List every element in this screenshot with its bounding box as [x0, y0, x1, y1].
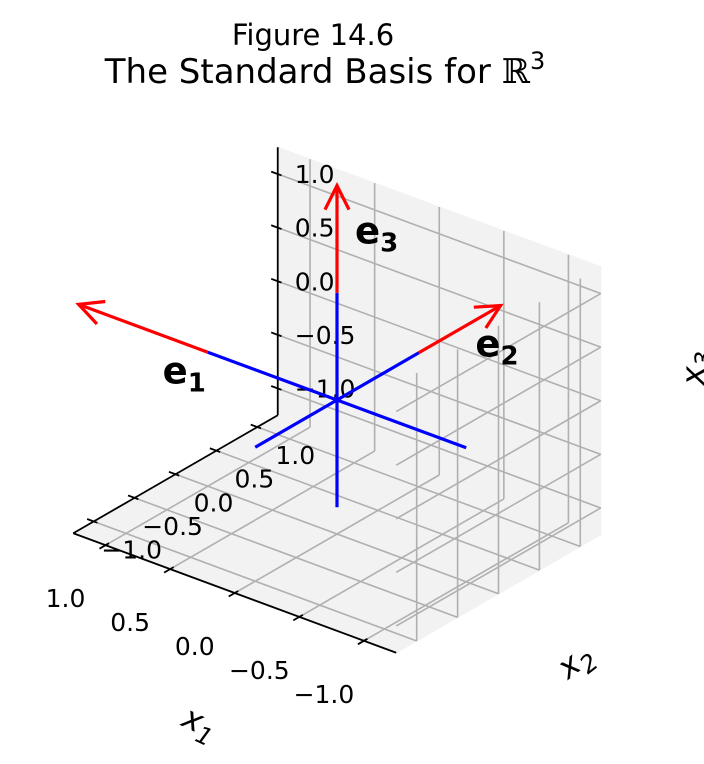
x3-tick-label: −0.5 — [295, 321, 356, 350]
x2-tick-mark — [168, 470, 180, 477]
chart-title-symbol: ℝ — [502, 52, 531, 92]
x3-tick-mark — [270, 277, 282, 284]
vector-e1-shaft — [78, 302, 209, 354]
x1-tick-label: −1.0 — [294, 680, 355, 709]
x1-axis-label: x1 — [173, 697, 224, 752]
x1-tick-mark — [99, 542, 110, 550]
x3-axis-label: x3 — [674, 351, 704, 386]
x2-tick-label: −0.5 — [142, 512, 203, 541]
x2-tick-mark — [127, 494, 139, 501]
chart-title-text: The Standard Basis for — [104, 52, 502, 92]
grid-floor-x2 — [257, 426, 581, 548]
x2-tick-label: −1.0 — [101, 535, 162, 564]
x1-tick-label: 1.0 — [46, 584, 86, 613]
x3-tick-label: 0.0 — [295, 267, 335, 296]
x1-tick-mark — [228, 590, 239, 598]
x3-tick-mark — [270, 170, 282, 177]
vector-e1-label-subscript: 1 — [188, 368, 206, 398]
grid-floor-x1 — [105, 426, 311, 546]
vector-e3-label-letter: e — [355, 209, 380, 252]
x2-tick-mark — [209, 447, 221, 453]
x2-tick-label: 0.0 — [194, 488, 234, 517]
vector-e3-label-subscript: 3 — [380, 228, 398, 258]
grid-lines — [93, 159, 602, 642]
vector-e3-arrowhead — [323, 182, 351, 211]
x2-tick-label: 1.0 — [275, 441, 315, 470]
grid-floor-x2 — [175, 473, 499, 595]
tick-marks — [86, 170, 368, 646]
x1-tick-mark — [292, 614, 304, 622]
grid-floor-x1 — [169, 450, 376, 570]
vector-e1-label-letter: e — [163, 349, 188, 392]
vector-e2-label-letter: e — [475, 322, 500, 365]
x1-tick-label: −0.5 — [229, 656, 290, 685]
x3-tick-mark — [270, 224, 282, 230]
chart-title-superscript: 3 — [530, 47, 545, 75]
x1-tick-mark — [357, 638, 368, 646]
tick-labels: −1.0−1.0−1.0−0.5−0.5−0.50.00.00.00.50.50… — [46, 160, 356, 709]
data-lines — [75, 182, 504, 508]
chart-title: The Standard Basis for ℝ3 — [104, 47, 545, 92]
vector-e2-label: e2 — [475, 322, 518, 371]
x2-axis-label: x2 — [549, 635, 604, 691]
figure-label: Figure 14.6 — [232, 18, 394, 52]
vector-e2-arrowhead — [473, 303, 504, 329]
vector-e1-arrowhead — [75, 299, 106, 326]
grid-floor-x2 — [216, 449, 540, 571]
x3-tick-label: 1.0 — [295, 160, 335, 189]
grid-wall-x3-left — [395, 346, 602, 466]
vector-e1-label: e1 — [163, 349, 206, 398]
x3-tick-mark — [270, 331, 282, 338]
x1-tick-label: 0.0 — [175, 632, 215, 661]
x2-tick-mark — [86, 518, 98, 524]
vector-e2-shaft — [418, 304, 502, 355]
vector-e2-label-subscript: 2 — [501, 341, 519, 371]
x1-tick-label: 0.5 — [110, 608, 150, 637]
grid-wall-x3-right — [277, 226, 602, 348]
x2-tick-label: 0.5 — [235, 465, 275, 494]
grid-wall-x3-left — [395, 292, 602, 413]
x1-tick-mark — [163, 566, 175, 574]
x3-tick-mark — [270, 385, 282, 391]
x3-tick-label: 0.5 — [295, 214, 335, 243]
vector-e3-label: e3 — [355, 209, 398, 258]
x2-tick-mark — [250, 423, 262, 430]
grid-wall-x3-left — [395, 400, 602, 520]
